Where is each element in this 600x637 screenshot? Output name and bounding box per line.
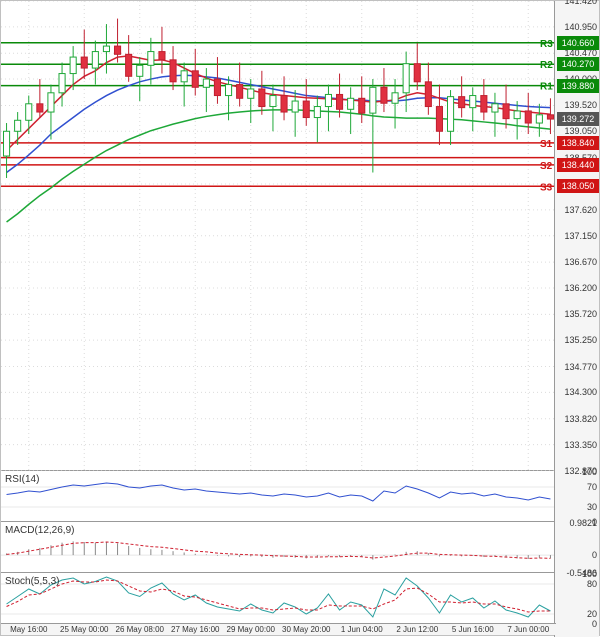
macd-label: MACD(12,26,9): [5, 525, 74, 536]
macd-pane[interactable]: MACD(12,26,9): [1, 523, 556, 573]
svg-text:S1: S1: [540, 139, 553, 150]
y-axis: 141.420140.950140.470140.000139.520139.0…: [554, 1, 599, 637]
svg-text:R1: R1: [540, 82, 553, 93]
svg-text:S3: S3: [540, 182, 553, 193]
svg-text:R2: R2: [540, 60, 553, 71]
svg-text:S2: S2: [540, 161, 553, 172]
stoch-pane[interactable]: Stoch(5,5,3): [1, 574, 556, 624]
stoch-label: Stoch(5,5,3): [5, 576, 59, 587]
rsi-pane[interactable]: RSI(14): [1, 472, 556, 522]
chart-container: R3 R2 R1 S1 S2 S3 RSI(14) MACD(12,26,9) Stoch…: [0, 0, 600, 636]
svg-text:R3: R3: [540, 39, 553, 50]
x-axis: May 16:0025 May 00:0026 May 08:0027 May …: [1, 623, 556, 635]
main-price-pane[interactable]: R3 R2 R1 S1 S2 S3: [1, 1, 556, 471]
rsi-label: RSI(14): [5, 474, 39, 485]
